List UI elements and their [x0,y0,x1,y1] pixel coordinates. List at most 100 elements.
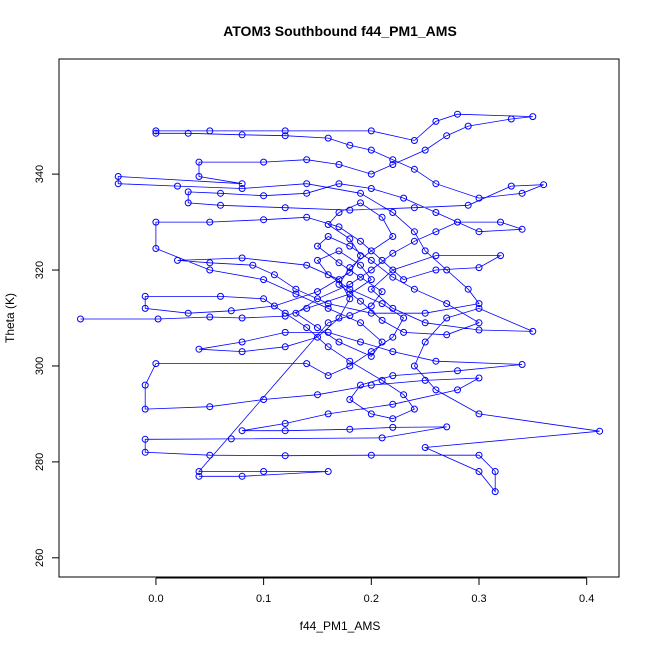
data-point [335,247,343,255]
data-point [314,391,321,399]
data-point [281,328,289,336]
data-point [443,314,451,322]
data-point [421,376,429,384]
data-point [367,247,375,255]
data-point [596,427,604,435]
data-point [195,345,203,353]
data-point [335,223,343,231]
data-point [497,252,504,260]
data-point [346,396,354,403]
data-point [227,435,235,443]
data-point [410,285,418,293]
data-point [174,182,181,190]
data-point [378,376,386,384]
y-tick-label: 300 [34,357,46,375]
y-tick-label: 320 [34,261,46,279]
data-point [152,127,160,135]
data-point [367,309,375,317]
data-point [281,452,289,460]
data-point [475,194,483,202]
data-point [324,300,332,308]
data-point [260,192,268,200]
data-point [346,268,354,276]
data-point [346,362,354,370]
data-point [518,189,526,197]
x-tick-label: 0.4 [579,593,594,605]
data-point [475,264,483,272]
data-point [454,386,461,394]
data-point [270,271,278,279]
y-axis: 260 280 300 320 340 [34,165,60,567]
data-point [367,127,375,135]
data-point [421,309,429,317]
data-point [217,201,224,209]
data-point [389,400,397,408]
data-point [292,285,300,293]
data-point [346,285,354,293]
data-point [324,271,332,279]
data-point [206,127,214,135]
data-point [141,292,149,300]
data-point [475,304,483,312]
data-point [292,290,300,298]
data-point [303,213,311,221]
data-point [303,180,311,188]
data-point [421,444,429,451]
data-point [454,218,461,226]
y-axis-label: Theta (K) [3,293,17,343]
data-point [454,367,461,375]
data-point [367,276,375,284]
data-point [114,173,122,180]
data-point [389,233,397,240]
data-point [518,361,526,368]
data-point [346,312,354,320]
data-point [389,266,397,274]
data-point [77,315,84,323]
data-point [206,259,214,267]
data-point [421,319,429,327]
data-point [491,488,499,496]
data-point [154,315,162,323]
data-point [410,405,418,413]
data-point [357,381,364,389]
series-line [80,113,600,493]
data-point [443,331,451,339]
data-point [475,228,483,236]
data-point [367,410,375,418]
data-point [410,165,418,173]
data-point [270,302,278,310]
data-point [260,468,268,475]
data-point [454,110,461,118]
data-point [238,472,246,480]
data-point [357,297,364,305]
data-point [400,194,408,202]
data-point [443,266,451,274]
data-point [206,451,214,459]
data-point [443,423,451,431]
data-point [238,131,246,139]
data-point [281,132,289,140]
data-point [421,338,429,346]
data-point [357,237,364,245]
data-point [389,161,397,168]
data-point [184,129,192,137]
data-point [217,189,224,197]
data-point [518,225,526,233]
data-point [281,309,289,317]
data-point [238,338,246,346]
data-point [378,288,386,296]
data-point [346,295,354,303]
data-point [432,266,440,274]
data-point [389,423,397,431]
data-point [174,256,181,264]
data-point [184,199,192,207]
data-point [367,170,375,178]
data-point [475,319,483,327]
y-tick-label: 280 [34,453,46,471]
data-point [260,158,268,166]
data-point [260,396,268,403]
data-point [314,324,321,332]
data-point [141,304,149,312]
data-point [303,360,311,368]
